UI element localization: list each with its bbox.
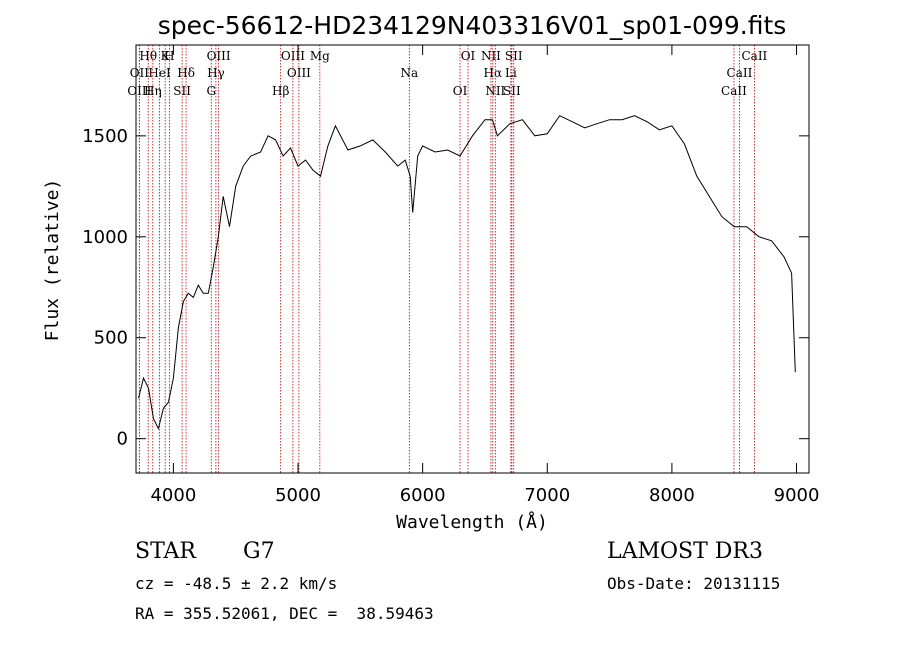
x-tick-label: 5000 <box>275 485 321 506</box>
observation-date: Obs-Date: 20131115 <box>607 574 781 593</box>
x-axis-label: Wavelength (Å) <box>396 511 548 533</box>
x-axis-ticks: 4000 5000 6000 7000 8000 9000 <box>150 45 819 506</box>
redshift-cz: cz = -48.5 ± 2.2 km/s <box>135 574 338 593</box>
spectrum-series <box>138 115 796 431</box>
line-marker-label: OIII <box>127 84 151 98</box>
line-marker-label: OI <box>453 84 468 98</box>
spectrum-line <box>138 115 796 431</box>
spectral-line-markers: HθOIIOIIIKHeIHηHHδSIIOIIIHγGOIIIOIIIHβMg… <box>127 45 768 473</box>
line-marker-label: OIII <box>207 49 231 63</box>
line-marker-label: Mg <box>310 49 330 63</box>
line-marker-label: Na <box>400 66 418 80</box>
x-tick-label: 4000 <box>150 485 196 506</box>
line-marker-label: OIII <box>281 49 305 63</box>
line-marker-label: NII <box>485 84 505 98</box>
line-marker-label: OIII <box>287 66 311 80</box>
line-marker-label: G <box>206 84 216 98</box>
spectral-subclass: G7 <box>243 539 275 564</box>
x-tick-label: 8000 <box>649 485 695 506</box>
line-marker-label: Hδ <box>177 66 195 80</box>
line-marker-label: OI <box>461 49 476 63</box>
x-tick-label: 9000 <box>774 485 820 506</box>
line-marker-label: Hθ <box>139 49 157 63</box>
y-tick-label: 0 <box>117 429 128 450</box>
chart-title: spec-56612-HD234129N403316V01_sp01-099.f… <box>158 11 787 40</box>
line-marker-label: Hη <box>144 84 162 98</box>
plot-frame <box>135 44 810 474</box>
line-marker-label: Hγ <box>207 66 225 80</box>
y-axis-label: Flux (relative) <box>42 179 63 342</box>
y-tick-label: 1000 <box>82 227 128 248</box>
y-axis-ticks: 0 500 1000 1500 <box>82 126 809 450</box>
line-marker-label: Hα <box>484 66 503 80</box>
x-tick-label: 7000 <box>524 485 570 506</box>
line-marker-label: SII <box>503 84 521 98</box>
x-tick-label: 6000 <box>400 485 446 506</box>
line-marker-label: SII <box>505 49 523 63</box>
line-marker-label: CaII <box>727 66 753 80</box>
line-marker-label: H <box>164 49 174 63</box>
survey-name: LAMOST DR3 <box>607 539 763 564</box>
object-type: STAR <box>135 539 196 564</box>
y-tick-label: 500 <box>94 328 128 349</box>
line-marker-label: K <box>161 49 171 63</box>
coordinates: RA = 355.52061, DEC = 38.59463 <box>135 604 434 623</box>
line-marker-label: Li <box>505 66 517 80</box>
line-marker-label: SII <box>173 84 191 98</box>
line-marker-label: HeI <box>148 66 171 80</box>
y-tick-label: 1500 <box>82 126 128 147</box>
line-marker-label: NII <box>481 49 501 63</box>
line-marker-label: Hβ <box>272 84 289 98</box>
line-marker-label: CaII <box>721 84 747 98</box>
line-marker-label: CaII <box>741 49 767 63</box>
